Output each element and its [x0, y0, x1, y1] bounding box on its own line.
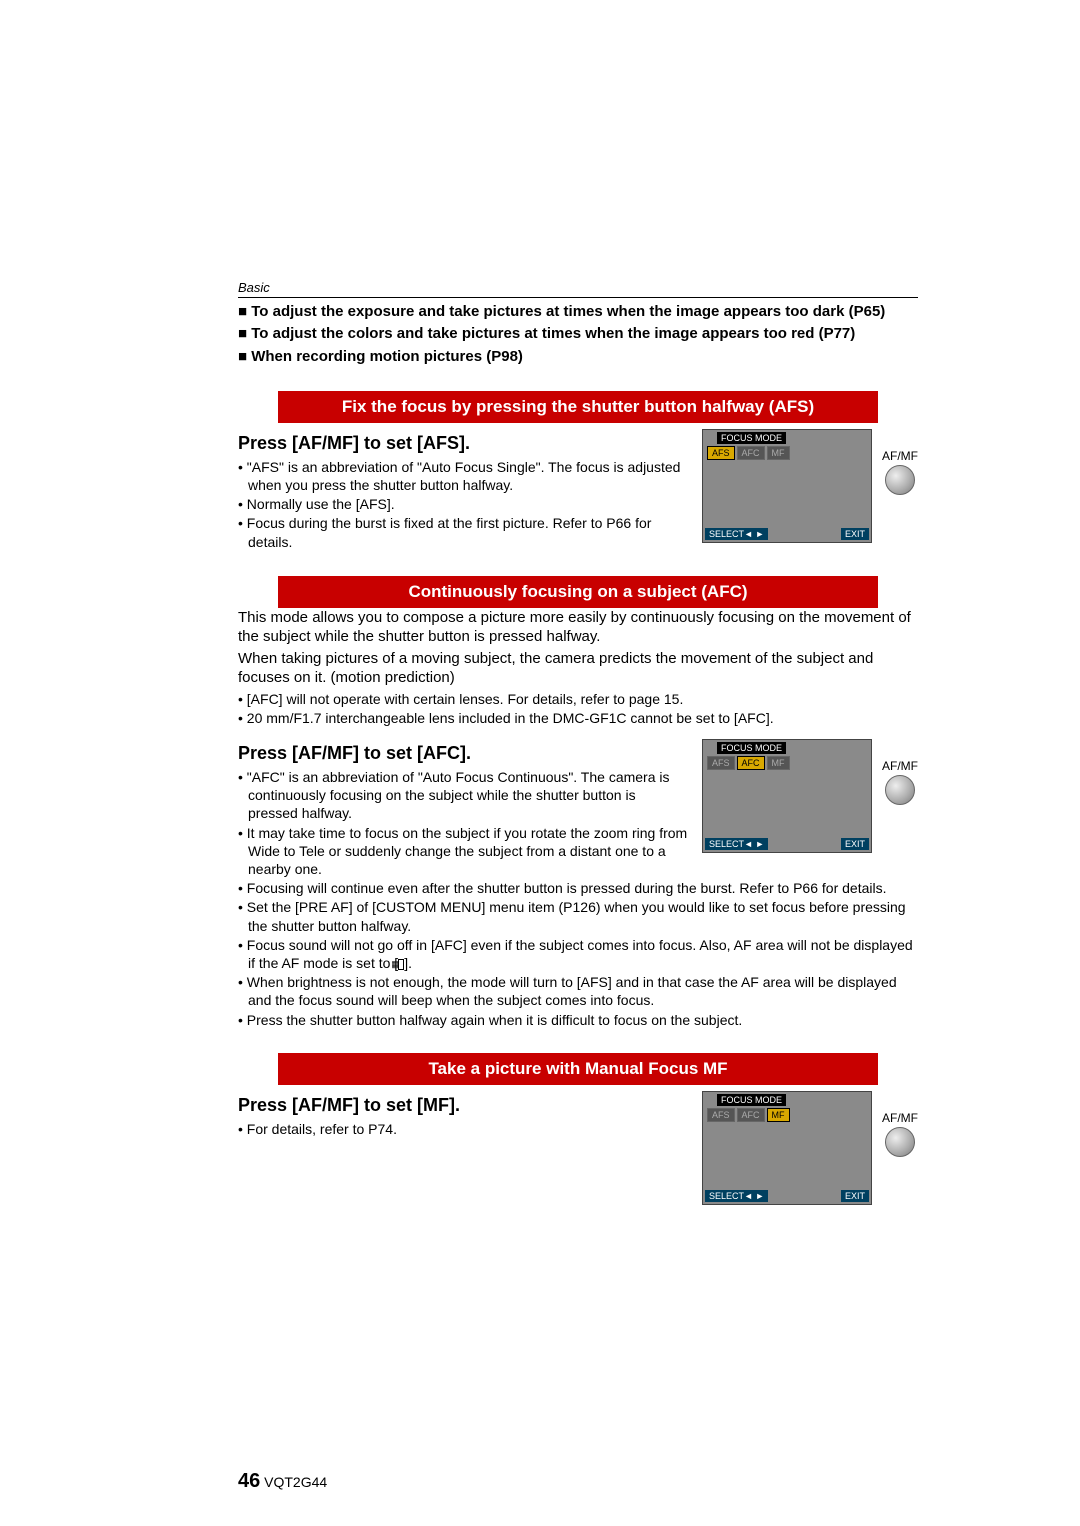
afmf-button-icon	[885, 775, 915, 805]
lcd-title: FOCUS MODE	[717, 432, 786, 444]
afs-bullet: • Normally use the [AFS].	[238, 495, 688, 513]
lcd-exit: EXIT	[841, 528, 869, 540]
mf-subhead: Press [AF/MF] to set [MF].	[238, 1095, 688, 1116]
doc-code: VQT2G44	[264, 1474, 327, 1490]
mode-afc: AFC	[737, 756, 765, 770]
lcd-title: FOCUS MODE	[717, 1094, 786, 1106]
page-number-value: 46	[238, 1470, 260, 1492]
bold-bullet: ■ To adjust the exposure and take pictur…	[238, 302, 918, 322]
afc-intro: This mode allows you to compose a pictur…	[238, 608, 918, 647]
bold-bullet: ■ When recording motion pictures (P98)	[238, 347, 918, 367]
page-number: 46 VQT2G44	[238, 1470, 327, 1493]
mode-afs: AFS	[707, 756, 735, 770]
lcd-exit: EXIT	[841, 1190, 869, 1202]
afc-bullet: • "AFC" is an abbreviation of "Auto Focu…	[238, 768, 688, 823]
lcd-select: SELECT◄ ►	[705, 1190, 768, 1202]
afs-bullet: • "AFS" is an abbreviation of "Auto Focu…	[238, 458, 688, 494]
afs-bullet: • Focus during the burst is fixed at the…	[238, 514, 688, 550]
lcd-select: SELECT◄ ►	[705, 838, 768, 850]
lcd-modes: AFS AFC MF	[707, 1108, 790, 1122]
afc-bullet-text: • Focus sound will not go off in [AFC] e…	[238, 937, 913, 971]
afc-bullet: • Set the [PRE AF] of [CUSTOM MENU] menu…	[238, 898, 918, 934]
mf-bullet: • For details, refer to P74.	[238, 1120, 688, 1138]
mode-afc: AFC	[737, 446, 765, 460]
mode-afs: AFS	[707, 1108, 735, 1122]
afs-lcd: FOCUS MODE AFS AFC MF SELECT◄ ► EXIT	[702, 429, 872, 543]
afmf-button-icon	[885, 1127, 915, 1157]
afmf-button-diagram: AF/MF	[882, 449, 918, 495]
mode-afs: AFS	[707, 446, 735, 460]
afc-bullet: • It may take time to focus on the subje…	[238, 824, 688, 879]
afc-bullet: • Focus sound will not go off in [AFC] e…	[238, 936, 918, 972]
afc-intro-bullet: • [AFC] will not operate with certain le…	[238, 690, 918, 708]
afmf-label: AF/MF	[882, 449, 918, 463]
afc-subhead: Press [AF/MF] to set [AFC].	[238, 743, 688, 764]
bold-bullet: ■ To adjust the colors and take pictures…	[238, 324, 918, 344]
manual-page: Basic ■ To adjust the exposure and take …	[238, 280, 918, 1205]
afmf-button-icon	[885, 465, 915, 495]
afc-heading-bar: Continuously focusing on a subject (AFC)	[278, 576, 878, 608]
lcd-select: SELECT◄ ►	[705, 528, 768, 540]
afmf-button-diagram: AF/MF	[882, 759, 918, 805]
afmf-label: AF/MF	[882, 1111, 918, 1125]
section-label: Basic	[238, 280, 918, 298]
afs-subhead: Press [AF/MF] to set [AFS].	[238, 433, 688, 454]
afc-bullet: • When brightness is not enough, the mod…	[238, 973, 918, 1009]
lcd-modes: AFS AFC MF	[707, 756, 790, 770]
afmf-label: AF/MF	[882, 759, 918, 773]
lcd-exit: EXIT	[841, 838, 869, 850]
afc-lcd: FOCUS MODE AFS AFC MF SELECT◄ ► EXIT	[702, 739, 872, 853]
mode-mf: MF	[767, 756, 790, 770]
afc-bullet: • Focusing will continue even after the …	[238, 879, 918, 897]
mode-mf: MF	[767, 446, 790, 460]
lcd-title: FOCUS MODE	[717, 742, 786, 754]
afc-bullet-tail: ].	[404, 955, 412, 971]
mf-lcd: FOCUS MODE AFS AFC MF SELECT◄ ► EXIT	[702, 1091, 872, 1205]
mf-heading-bar: Take a picture with Manual Focus MF	[278, 1053, 878, 1085]
afc-intro: When taking pictures of a moving subject…	[238, 649, 918, 688]
mode-mf: MF	[767, 1108, 790, 1122]
afc-intro-bullet: • 20 mm/F1.7 interchangeable lens includ…	[238, 709, 918, 727]
afc-bullet: • Press the shutter button halfway again…	[238, 1011, 918, 1029]
afs-heading-bar: Fix the focus by pressing the shutter bu…	[278, 391, 878, 423]
mode-afc: AFC	[737, 1108, 765, 1122]
lcd-modes: AFS AFC MF	[707, 446, 790, 460]
afmf-button-diagram: AF/MF	[882, 1111, 918, 1157]
